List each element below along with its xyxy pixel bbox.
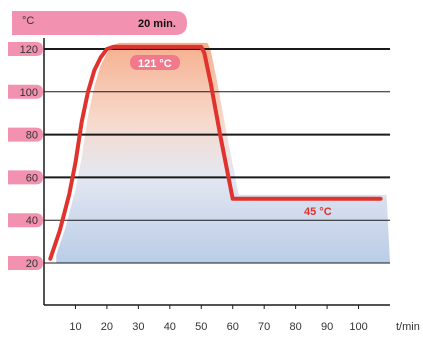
end-temp-label: 45 °C: [304, 206, 332, 218]
x-tick-label-60: 60: [227, 321, 239, 333]
x-tick-label-20: 20: [101, 321, 113, 333]
x-tick-label-40: 40: [164, 321, 176, 333]
axes: [43, 38, 390, 309]
y-badge-80: [8, 127, 43, 142]
y-tick-label-100: 100: [20, 87, 38, 99]
y-badge-120: [8, 42, 43, 56]
y-unit-label: °C: [22, 15, 34, 27]
hold-time-banner: [12, 11, 187, 35]
hold-time-label: 20 min.: [138, 18, 176, 30]
sterilization-temp-badge: [130, 55, 180, 70]
y-badge-40: [8, 213, 43, 228]
x-tick-label-50: 50: [195, 321, 207, 333]
y-tick-label-40: 40: [26, 215, 38, 227]
temperature-series-line: [48, 44, 383, 261]
y-axis-badges: 20 40 60 80 100 120: [8, 42, 43, 270]
x-axis-tick-labels: 10 20 30 40 50 60 70 80 90 100: [69, 321, 367, 333]
y-tick-label-80: 80: [26, 130, 38, 142]
y-badge-60: [8, 170, 43, 185]
x-tick-label-90: 90: [321, 321, 333, 333]
y-badge-20: [8, 256, 43, 270]
x-tick-label-80: 80: [290, 321, 302, 333]
x-tick-label-10: 10: [69, 321, 81, 333]
y-badge-100: [8, 84, 43, 99]
sterilization-temp-label: 121 °C: [138, 58, 172, 70]
y-tick-label-120: 120: [20, 44, 38, 56]
x-tick-label-70: 70: [258, 321, 270, 333]
x-tick-label-100: 100: [349, 321, 367, 333]
gridlines: [44, 48, 390, 264]
y-tick-label-20: 20: [26, 258, 38, 270]
temperature-line: [48, 44, 383, 261]
y-tick-label-60: 60: [26, 172, 38, 184]
x-axis-label: t/min: [396, 321, 420, 333]
x-tick-label-30: 30: [132, 321, 144, 333]
